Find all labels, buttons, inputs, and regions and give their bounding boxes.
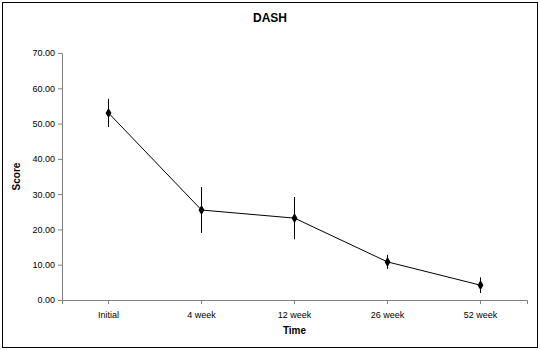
y-tick: 0.00: [37, 295, 62, 305]
y-axis-line: [58, 54, 63, 301]
y-tick-label: 40.00: [32, 154, 55, 164]
chart-title: DASH: [253, 11, 287, 25]
x-tick-mark: [480, 300, 481, 304]
y-tick: 30.00: [32, 190, 62, 200]
y-tick: 20.00: [32, 225, 62, 235]
y-tick-label: 50.00: [32, 119, 55, 129]
data-group: [106, 99, 484, 293]
x-tick: 26 week: [371, 300, 405, 320]
x-tick-mark: [294, 300, 295, 304]
y-axis: 0.00 10.00 20.00 30.00 40.00 50.00 60.00 70.00: [32, 48, 62, 305]
y-tick: 70.00: [32, 48, 62, 58]
y-tick-mark: [58, 300, 62, 301]
y-tick-label: 0.00: [37, 295, 55, 305]
x-tick-label: 52 week: [464, 310, 498, 320]
y-tick-mark: [58, 159, 62, 160]
y-tick-label: 30.00: [32, 190, 55, 200]
y-tick: 60.00: [32, 84, 62, 94]
y-tick: 10.00: [32, 260, 62, 270]
marker: [478, 280, 484, 290]
y-tick-label: 70.00: [32, 48, 55, 58]
chart-frame: [3, 3, 538, 348]
y-tick-label: 20.00: [32, 225, 55, 235]
marker: [199, 205, 205, 215]
y-tick-mark: [58, 88, 62, 89]
y-tick-label: 10.00: [32, 260, 55, 270]
marker: [292, 213, 298, 223]
y-tick-mark: [58, 229, 62, 230]
x-tick: 52 week: [464, 300, 498, 320]
x-tick-mark: [387, 300, 388, 304]
x-tick-mark: [201, 300, 202, 304]
x-tick-label: 12 week: [278, 310, 312, 320]
marker: [385, 257, 391, 267]
chart: 0.00 10.00 20.00 30.00 40.00 50.00 60.00 70.00 I…: [0, 0, 540, 350]
y-tick-mark: [58, 194, 62, 195]
x-tick: 12 week: [278, 300, 312, 320]
x-tick-mark: [108, 300, 109, 304]
x-tick-label: 4 week: [187, 310, 216, 320]
x-tick-label: 26 week: [371, 310, 405, 320]
y-tick: 50.00: [32, 119, 62, 129]
line: [109, 113, 481, 285]
x-tick: 4 week: [187, 300, 216, 320]
y-tick-mark: [58, 53, 62, 54]
y-tick-label: 60.00: [32, 84, 55, 94]
x-tick: Initial: [98, 300, 119, 320]
x-tick-label: Initial: [98, 310, 119, 320]
y-tick: 40.00: [32, 154, 62, 164]
y-tick-mark: [58, 124, 62, 125]
x-axis: Initial 4 week 12 week 26 week 52 week: [63, 300, 528, 320]
x-axis-line: [63, 301, 528, 305]
y-tick-mark: [58, 265, 62, 266]
marker: [106, 108, 112, 118]
x-axis-title: Time: [283, 325, 307, 336]
y-axis-title: Score: [11, 162, 22, 190]
plot-area: 0.00 10.00 20.00 30.00 40.00 50.00 60.00 70.00 I…: [32, 48, 527, 319]
